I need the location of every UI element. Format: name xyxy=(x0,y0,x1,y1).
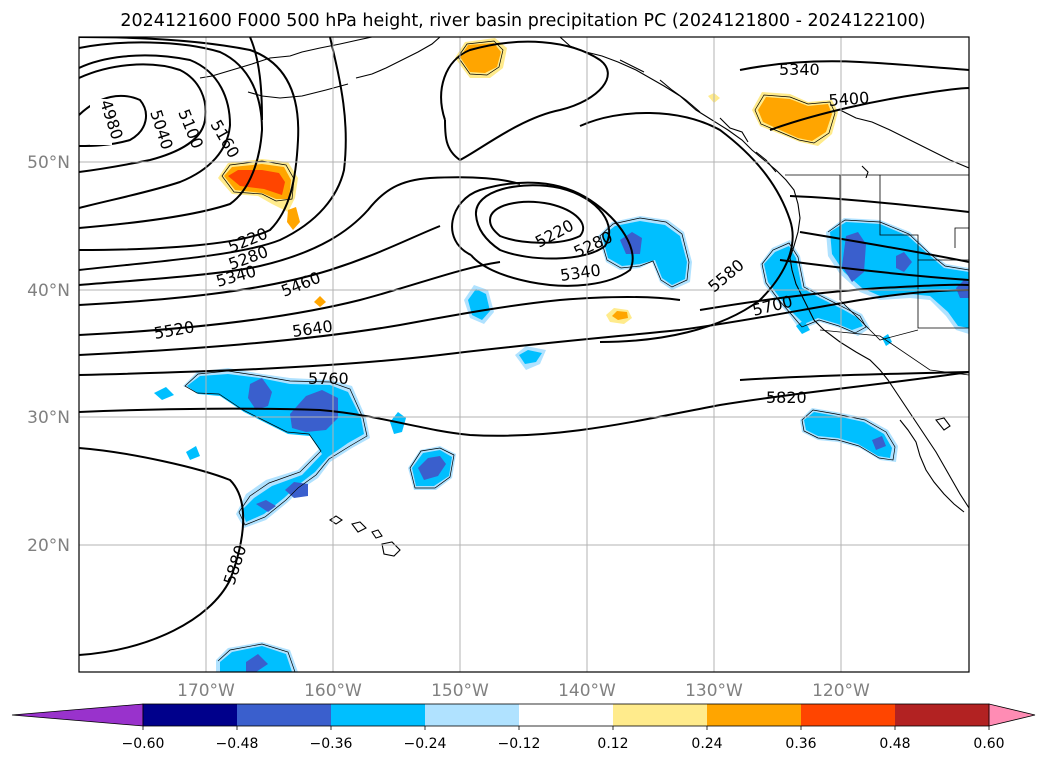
lat-label: 50°N xyxy=(27,153,70,173)
lat-label: 20°N xyxy=(27,536,70,556)
lon-label: 150°W xyxy=(431,681,489,701)
lat-label: 30°N xyxy=(27,408,70,428)
contour-label: 5760 xyxy=(308,369,349,388)
precip-outlines xyxy=(184,40,969,672)
colorbar-segment xyxy=(331,704,426,726)
longitude-labels: 170°W 160°W 150°W 140°W 130°W 120°W xyxy=(177,681,870,701)
colorbar-segment xyxy=(707,704,802,726)
colorbar-segment xyxy=(613,704,708,726)
colorbar-tick-label: 0.12 xyxy=(597,736,628,752)
map-title: 2024121600 F000 500 hPa height, river ba… xyxy=(120,11,925,31)
colorbar-segment xyxy=(237,704,332,726)
colorbar-tick-label: −0.48 xyxy=(216,736,259,752)
gridlines xyxy=(79,37,969,672)
latitude-labels: 50°N 40°N 30°N 20°N xyxy=(27,153,70,556)
lon-label: 160°W xyxy=(304,681,362,701)
lon-label: 130°W xyxy=(685,681,743,701)
colorbar-segment xyxy=(143,704,238,726)
lat-label: 40°N xyxy=(27,281,70,301)
height-contours xyxy=(79,37,969,656)
lon-label: 170°W xyxy=(177,681,235,701)
colorbar-tick-label: 0.36 xyxy=(785,736,816,752)
coastlines xyxy=(199,37,969,557)
colorbar-over-triangle xyxy=(988,703,1036,727)
contour-label: 5400 xyxy=(828,88,870,110)
lon-label: 120°W xyxy=(812,681,870,701)
colorbar-tick-label: 0.48 xyxy=(879,736,910,752)
colorbar-frame xyxy=(142,703,990,727)
colorbar-segment xyxy=(519,704,614,726)
colorbar-tick-label: −0.12 xyxy=(498,736,541,752)
map-frame xyxy=(78,36,970,673)
colorbar-under-triangle xyxy=(11,703,144,727)
colorbar-segment xyxy=(801,704,896,726)
colorbar-tick-label: 0.24 xyxy=(691,736,722,752)
colorbar-tick-label: −0.60 xyxy=(122,736,165,752)
colorbar: −0.60 −0.48 −0.36 −0.24 −0.12 0.12 0.24 0.36 0.4… xyxy=(11,703,1036,752)
colorbar-segment xyxy=(425,704,520,726)
lon-label: 140°W xyxy=(558,681,616,701)
colorbar-tick-label: −0.36 xyxy=(310,736,353,752)
map-area: 4980 5040 5100 5160 5220 5280 5340 5460 … xyxy=(79,37,969,672)
colorbar-segment xyxy=(895,704,990,726)
colorbar-tick-label: 0.60 xyxy=(973,736,1004,752)
contour-label: 5820 xyxy=(766,388,807,407)
colorbar-tick-label: −0.24 xyxy=(404,736,447,752)
contour-label: 5340 xyxy=(779,60,820,79)
